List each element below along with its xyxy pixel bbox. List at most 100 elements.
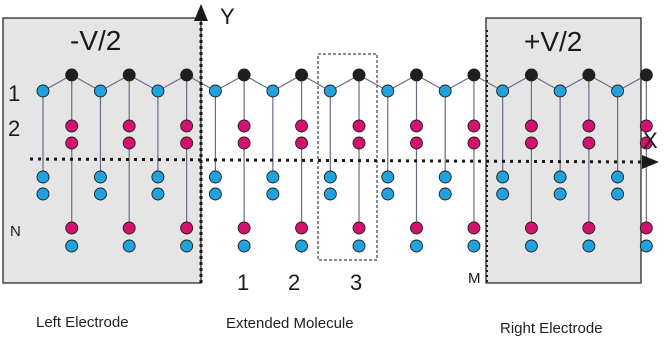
- blue-atom: [438, 187, 452, 201]
- magenta-atom: [524, 221, 538, 235]
- edge-atom: [524, 68, 538, 82]
- right-electrode-region: [485, 17, 642, 284]
- magenta-atom: [582, 136, 596, 150]
- blue-atom: [496, 187, 510, 201]
- column-label-2: 2: [288, 270, 300, 295]
- magenta-atom: [180, 136, 194, 150]
- magenta-atom: [582, 119, 596, 133]
- blue-atom: [639, 239, 653, 253]
- column-label-1: 1: [237, 270, 249, 295]
- edge-atom: [237, 68, 251, 82]
- y-axis-label: Y: [220, 4, 235, 29]
- blue-atom: [496, 170, 510, 184]
- blue-atom: [467, 239, 481, 253]
- magenta-atom: [237, 221, 251, 235]
- magenta-atom: [352, 221, 366, 235]
- magenta-atom: [639, 221, 653, 235]
- blue-atom: [122, 239, 136, 253]
- blue-atom: [323, 170, 337, 184]
- magenta-atom: [524, 119, 538, 133]
- edge-atom: [122, 68, 136, 82]
- blue-atom: [208, 170, 222, 184]
- magenta-atom: [524, 136, 538, 150]
- left-electrode-caption: Left Electrode: [36, 314, 129, 331]
- right-electrode-caption: Right Electrode: [500, 320, 603, 337]
- column-label-m: M: [468, 270, 481, 287]
- right-voltage-label: +V/2: [524, 26, 582, 57]
- blue-atom: [208, 187, 222, 201]
- blue-atom: [352, 239, 366, 253]
- magenta-atom: [352, 119, 366, 133]
- blue-atom: [611, 84, 625, 98]
- magenta-atom: [237, 136, 251, 150]
- blue-atom: [611, 187, 625, 201]
- magenta-atom: [295, 221, 309, 235]
- blue-atom: [438, 170, 452, 184]
- blue-atom: [151, 84, 165, 98]
- blue-atom: [611, 170, 625, 184]
- magenta-atom: [122, 136, 136, 150]
- blue-atom: [323, 84, 337, 98]
- x-axis: [29, 157, 646, 164]
- unit-cell-box: [317, 53, 378, 261]
- blue-atom: [36, 170, 50, 184]
- blue-atom: [582, 239, 596, 253]
- magenta-atom: [582, 221, 596, 235]
- edge-atom: [295, 68, 309, 82]
- magenta-atom: [65, 221, 79, 235]
- magenta-atom: [65, 119, 79, 133]
- magenta-atom: [295, 136, 309, 150]
- row-label-1: 1: [8, 81, 20, 106]
- blue-atom: [381, 84, 395, 98]
- blue-atom: [553, 170, 567, 184]
- blue-atom: [381, 187, 395, 201]
- blue-atom: [180, 239, 194, 253]
- blue-atom: [151, 170, 165, 184]
- blue-atom: [553, 84, 567, 98]
- blue-atom: [295, 239, 309, 253]
- blue-atom: [410, 239, 423, 253]
- edge-atom: [410, 68, 423, 82]
- column-label-3: 3: [350, 270, 362, 295]
- x-axis-label: X: [643, 128, 658, 153]
- blue-atom: [208, 84, 222, 98]
- left-electrode-region: [2, 17, 202, 284]
- blue-atom: [237, 239, 251, 253]
- blue-atom: [151, 187, 165, 201]
- blue-atom: [524, 239, 538, 253]
- magenta-atom: [295, 119, 309, 133]
- magenta-atom: [180, 119, 194, 133]
- magenta-atom: [410, 136, 423, 150]
- edge-atom: [65, 68, 79, 82]
- magenta-atom: [122, 119, 136, 133]
- edge-atom: [639, 68, 653, 82]
- row-label-2: 2: [8, 116, 20, 141]
- x-axis-arrowhead: [642, 155, 659, 169]
- atom-lattice: [36, 68, 653, 253]
- left-voltage-label: -V/2: [70, 25, 121, 56]
- edge-atom: [180, 68, 194, 82]
- blue-atom: [496, 84, 510, 98]
- magenta-atom: [122, 221, 136, 235]
- magenta-atom: [467, 119, 481, 133]
- blue-atom: [553, 187, 567, 201]
- magenta-atom: [180, 221, 194, 235]
- blue-atom: [94, 170, 107, 184]
- magenta-atom: [467, 221, 481, 235]
- blue-atom: [323, 187, 337, 201]
- magenta-atom: [639, 119, 653, 133]
- magenta-atom: [352, 136, 366, 150]
- magenta-atom: [410, 119, 423, 133]
- edge-atom: [582, 68, 596, 82]
- magenta-atom: [467, 136, 481, 150]
- blue-atom: [36, 187, 50, 201]
- magenta-atom: [65, 136, 79, 150]
- magenta-atom: [237, 119, 251, 133]
- extended-molecule-caption: Extended Molecule: [226, 315, 354, 332]
- y-axis-arrowhead: [194, 4, 208, 21]
- blue-atom: [65, 239, 79, 253]
- blue-atom: [94, 84, 107, 98]
- row-label-n: N: [10, 223, 21, 240]
- blue-atom: [266, 187, 280, 201]
